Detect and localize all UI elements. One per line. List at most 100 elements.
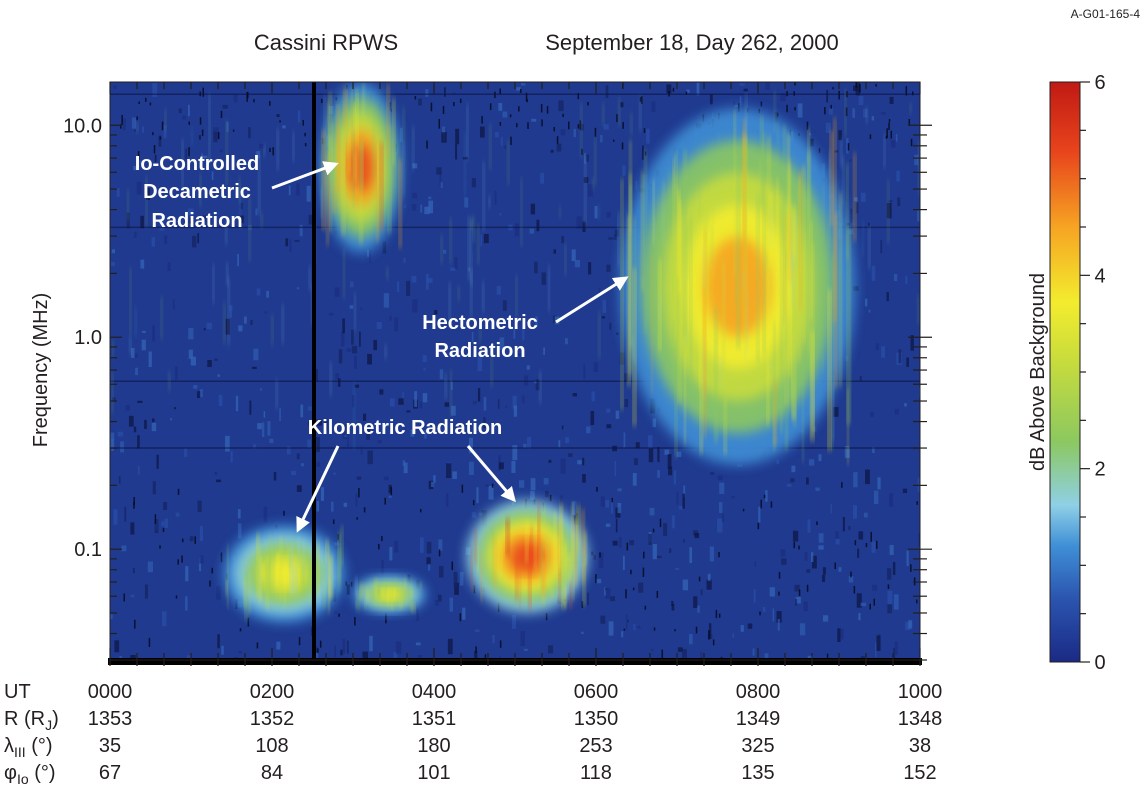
dropout-speck (885, 135, 888, 139)
texture-speck (790, 478, 795, 483)
x-table-cell: 84 (261, 762, 283, 784)
texture-speck (114, 640, 120, 653)
texture-speck (906, 550, 909, 567)
dropout-speck (625, 589, 627, 599)
texture-speck (593, 362, 598, 373)
texture-speck (233, 93, 238, 103)
texture-speck (857, 548, 860, 558)
texture-speck (355, 493, 358, 507)
texture-speck (439, 369, 444, 380)
dropout-speck (913, 577, 916, 586)
burst-streak (387, 83, 390, 157)
burst-streak (787, 133, 790, 313)
texture-speck (859, 376, 862, 381)
texture-speck (113, 85, 117, 89)
texture-speck (693, 596, 698, 608)
x-table-cell: 118 (580, 762, 612, 784)
texture-speck (809, 138, 814, 147)
dropout-speck (354, 617, 356, 626)
dropout-speck (177, 559, 179, 565)
faint-burst (617, 211, 620, 267)
faint-burst (168, 371, 171, 392)
burst-streak (390, 592, 394, 610)
faint-burst (276, 128, 279, 171)
faint-burst (470, 253, 473, 319)
faint-burst (584, 155, 587, 225)
burst-streak (332, 182, 336, 214)
texture-speck (124, 506, 127, 522)
texture-speck (441, 126, 446, 135)
faint-burst (719, 356, 722, 387)
texture-speck (215, 479, 221, 483)
dropout-speck (256, 642, 259, 649)
dropout-speck (832, 87, 834, 90)
texture-speck (871, 265, 876, 281)
dropout-speck (389, 102, 392, 110)
texture-speck (758, 506, 761, 523)
dropout-speck (239, 628, 242, 632)
texture-speck (300, 404, 304, 418)
texture-speck (237, 254, 239, 267)
texture-speck (657, 470, 660, 478)
texture-speck (134, 129, 136, 132)
burst-streak (376, 184, 379, 242)
texture-speck (598, 287, 601, 296)
dropout-speck (137, 151, 140, 161)
texture-speck (914, 154, 919, 166)
faint-burst (354, 293, 357, 332)
texture-speck (137, 400, 143, 403)
burst-streak (363, 584, 367, 596)
faint-burst (773, 90, 776, 133)
dropout-speck (148, 637, 151, 647)
texture-speck (362, 413, 367, 421)
texture-speck (238, 325, 243, 332)
burst-streak (276, 552, 280, 571)
burst-streak (409, 589, 412, 609)
texture-speck (838, 130, 842, 141)
burst-streak (584, 531, 587, 566)
texture-speck (425, 273, 429, 290)
row-label-phi: φIo (°) (4, 762, 56, 787)
dropout-speck (794, 82, 796, 86)
texture-speck (320, 487, 325, 501)
faint-burst (239, 184, 242, 230)
dropout-speck (577, 124, 580, 129)
burst-streak (321, 130, 326, 230)
dropout-speck (489, 103, 492, 111)
faint-burst (444, 373, 447, 400)
burst-streak (243, 578, 247, 609)
burst-streak (641, 171, 644, 292)
dropout-speck (853, 585, 856, 594)
burst-streak (783, 125, 786, 327)
texture-speck (428, 196, 432, 200)
texture-speck (614, 229, 619, 237)
texture-speck (574, 500, 577, 509)
burst-streak (573, 520, 578, 585)
texture-speck (625, 614, 628, 630)
texture-speck (494, 132, 499, 138)
texture-speck (910, 335, 914, 351)
texture-speck (140, 259, 145, 269)
texture-speck (651, 101, 656, 112)
texture-speck (328, 312, 334, 316)
faint-burst (630, 112, 633, 136)
faint-burst (559, 206, 562, 219)
faint-burst (594, 137, 597, 186)
texture-speck (777, 619, 780, 631)
burst-streak (576, 504, 580, 550)
texture-speck (468, 437, 474, 454)
texture-speck (403, 257, 406, 263)
texture-speck (112, 397, 116, 401)
dropout-speck (499, 88, 501, 95)
faint-burst (547, 265, 550, 312)
faint-burst (402, 106, 405, 140)
texture-speck (388, 484, 392, 494)
texture-speck (485, 484, 489, 487)
texture-speck (867, 222, 870, 227)
texture-speck (739, 96, 742, 106)
texture-speck (622, 555, 625, 571)
burst-streak (284, 566, 286, 606)
texture-speck (504, 145, 507, 150)
dropout-speck (149, 102, 152, 106)
faint-burst (702, 246, 705, 289)
